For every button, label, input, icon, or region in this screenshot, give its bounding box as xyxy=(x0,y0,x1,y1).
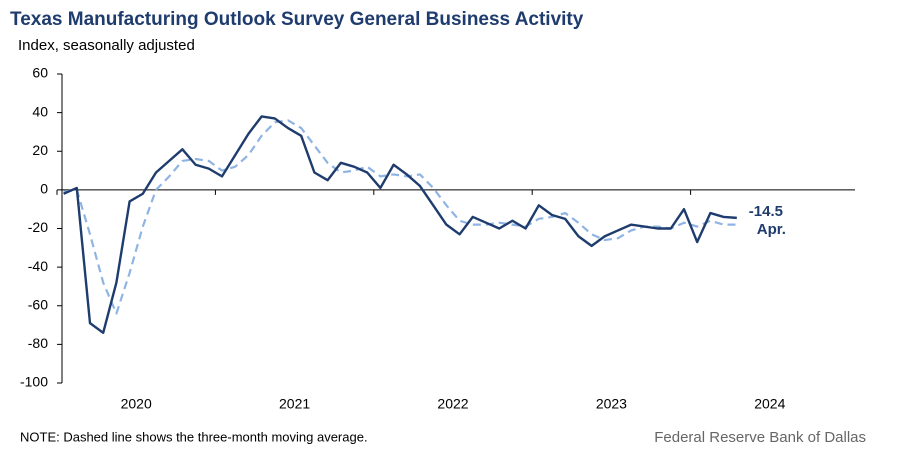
chart-subtitle: Index, seasonally adjusted xyxy=(18,37,195,54)
moving-average-line xyxy=(63,119,737,315)
note: NOTE: Dashed line shows the three-month … xyxy=(20,429,368,444)
x-tick-label: 2023 xyxy=(596,396,627,412)
x-tick-label: 2020 xyxy=(121,396,152,412)
y-tick-label: -80 xyxy=(28,335,48,351)
source: Federal Reserve Bank of Dallas xyxy=(654,429,866,446)
data-line xyxy=(63,115,737,334)
y-tick-label: -100 xyxy=(20,374,48,390)
chart-title: Texas Manufacturing Outlook Survey Gener… xyxy=(10,9,584,30)
x-tick-label: 2022 xyxy=(437,396,468,412)
y-tick-label: -60 xyxy=(28,296,48,312)
value-label: -14.5 xyxy=(749,203,783,220)
y-tick-label: -40 xyxy=(28,258,48,274)
y-tick-label: 40 xyxy=(32,103,48,119)
y-tick-label: -20 xyxy=(28,219,48,235)
y-tick-label: 20 xyxy=(32,142,48,158)
x-tick-label: 2024 xyxy=(754,396,785,412)
y-tick-label: 0 xyxy=(40,181,48,197)
x-tick-label: 2021 xyxy=(279,396,310,412)
annotation: Apr. xyxy=(757,221,786,238)
y-tick-label: 60 xyxy=(32,65,48,81)
